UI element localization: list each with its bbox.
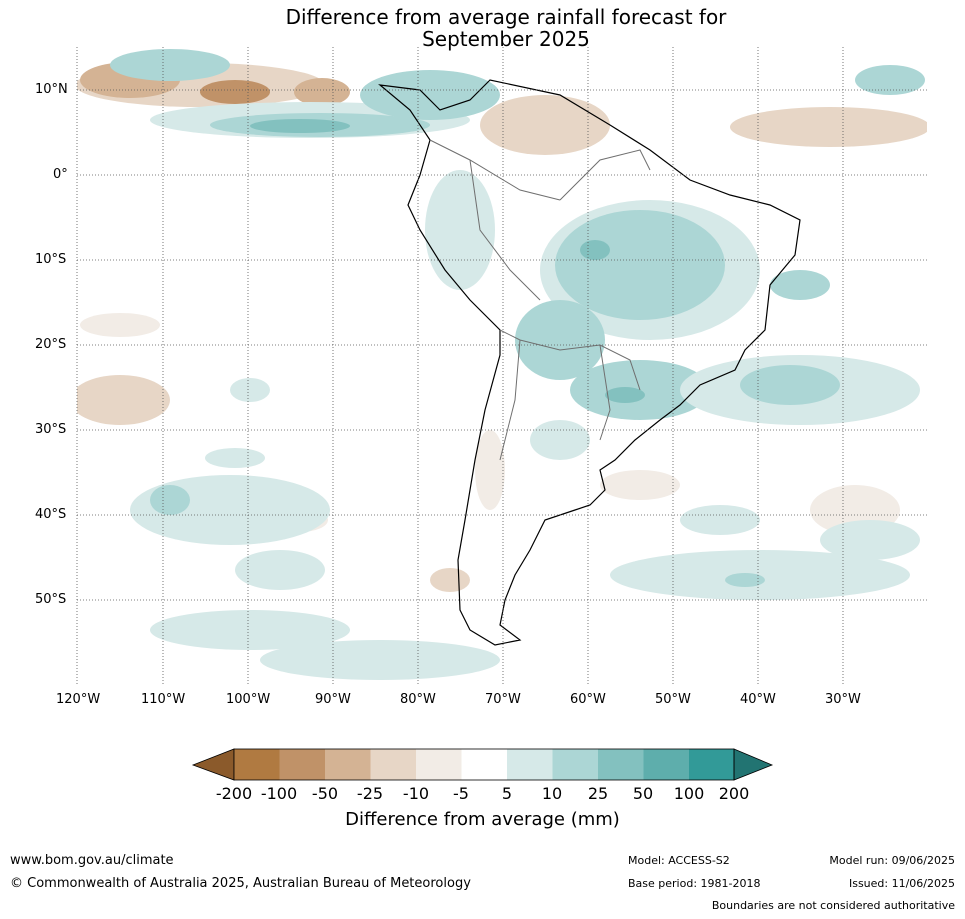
legend-swatch [507,749,553,780]
wet-anomaly-region [820,520,920,560]
lon-label-50w: 50°W [655,692,691,707]
legend-swatch [416,749,462,780]
legend-swatch [552,749,598,780]
legend-tick-label: -100 [260,784,298,803]
wet-anomaly-region [425,170,495,290]
anomaly-fields [77,49,927,680]
legend-tick-label: 10 [541,784,563,803]
dry-anomaly-region [475,430,505,510]
wet-anomaly-region [250,119,350,133]
legend-tick-label: -25 [356,784,384,803]
legend-swatch [689,749,734,780]
graticule [76,47,927,685]
dry-anomaly-region [430,568,470,592]
legend-swatch [279,749,325,780]
legend-tick-label: -200 [215,784,253,803]
lon-label-30w: 30°W [825,692,861,707]
dry-anomaly-region [600,470,680,500]
dry-anomaly-region [200,80,270,104]
dry-anomaly-region [77,375,170,425]
lat-label-40s: 40°S [35,507,67,522]
wet-anomaly-region [610,550,910,600]
footer-base-period: Base period: 1981-2018 [628,877,761,890]
legend-tick-label: -50 [311,784,339,803]
lon-label-70w: 70°W [485,692,521,707]
wet-anomaly-region [360,70,500,120]
dry-anomaly-region [480,95,610,155]
lon-label-110w: 110°W [141,692,186,707]
lon-label-120w: 120°W [56,692,101,707]
wet-anomaly-region [235,550,325,590]
footer-url: www.bom.gov.au/climate [10,853,174,868]
lon-label-100w: 100°W [226,692,271,707]
legend-swatch [598,749,644,780]
legend-colorbar [191,748,774,781]
lat-label-10n: 10°N [35,82,68,97]
lon-label-60w: 60°W [570,692,606,707]
legend-tick-label: 5 [501,784,513,803]
legend-swatch [325,749,371,780]
lat-label-20s: 20°S [35,337,67,352]
wet-anomaly-region [725,573,765,587]
country-borders [429,139,651,461]
lon-label-90w: 90°W [315,692,351,707]
wet-anomaly-region [770,270,830,300]
dry-anomaly-region [80,313,160,337]
wet-anomaly-region [580,240,610,260]
map-title-line-1: Difference from average rainfall forecas… [285,5,727,29]
legend-swatch [370,749,416,780]
legend-frame [233,748,735,781]
legend-tick-label: -10 [402,784,430,803]
footer-model: Model: ACCESS-S2 [628,854,730,867]
legend-tick-label: 25 [587,784,609,803]
lat-label-50s: 50°S [35,592,67,607]
legend-swatch-above-200 [733,748,774,781]
lat-label-30s: 30°S [35,422,67,437]
wet-anomaly-region [680,505,760,535]
footer-boundaries-note: Boundaries are not considered authoritat… [711,899,955,912]
legend-tick-label: 100 [673,784,705,803]
legend-title: Difference from average (mm) [345,809,620,830]
legend-tick-label: 50 [632,784,654,803]
wet-anomaly-region [605,387,645,403]
wet-anomaly-region [110,49,230,81]
lat-label-10s: 10°S [35,252,67,267]
wet-anomaly-region [230,378,270,402]
wet-anomaly-region [855,65,925,95]
legend-swatch [234,749,280,780]
wet-anomaly-region [260,640,500,680]
wet-anomaly-region [530,420,590,460]
wet-anomaly-region [740,365,840,405]
wet-anomaly-region [205,448,265,468]
legend-tick-label: -5 [453,784,469,803]
wet-anomaly-region [150,610,350,650]
lon-label-40w: 40°W [740,692,776,707]
footer-model-run: Model run: 09/06/2025 [829,854,955,867]
legend-swatch [643,749,689,780]
legend-tick-label: 200 [718,784,750,803]
wet-anomaly-region [515,300,605,380]
dry-anomaly-region [294,78,350,106]
dry-anomaly-region [730,107,927,147]
lon-label-80w: 80°W [400,692,436,707]
legend-swatch [461,749,507,780]
map-title-line-2: September 2025 [422,27,590,51]
legend-swatch-below-200 [191,748,235,781]
wet-anomaly-region [555,210,725,320]
footer-issued: Issued: 11/06/2025 [848,877,955,890]
footer-copyright: © Commonwealth of Australia 2025, Austra… [10,876,471,891]
lat-label-0: 0° [53,167,68,182]
wet-anomaly-region [150,485,190,515]
